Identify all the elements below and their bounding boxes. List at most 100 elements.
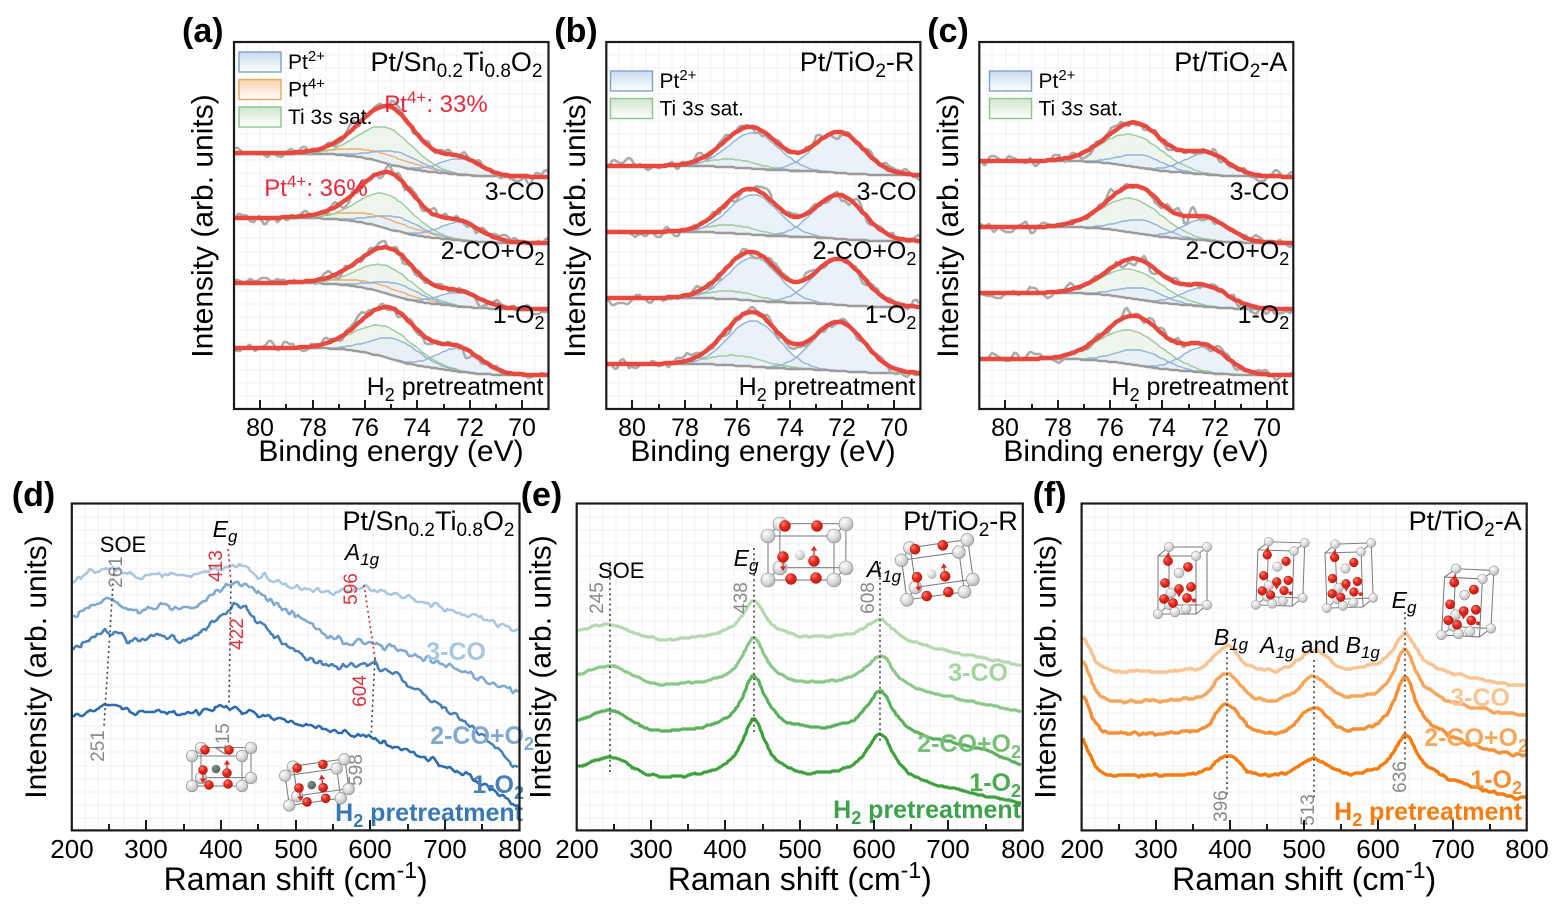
svg-text:H2 pretreatment: H2 pretreatment bbox=[739, 373, 916, 405]
svg-text:Ti 3s sat.: Ti 3s sat. bbox=[288, 106, 372, 129]
svg-text:Pt2+: Pt2+ bbox=[288, 48, 325, 74]
svg-text:Intensity (arb. units): Intensity (arb. units) bbox=[187, 94, 220, 357]
svg-text:700: 700 bbox=[926, 834, 969, 864]
svg-text:500: 500 bbox=[778, 834, 821, 864]
svg-text:70: 70 bbox=[880, 414, 908, 442]
svg-text:700: 700 bbox=[423, 834, 466, 864]
svg-text:H2 pretreatment: H2 pretreatment bbox=[335, 799, 524, 831]
svg-text:600: 600 bbox=[1356, 834, 1399, 864]
svg-text:(b): (b) bbox=[554, 12, 597, 50]
svg-text:Pt/Sn0.2Ti0.8O2: Pt/Sn0.2Ti0.8O2 bbox=[371, 47, 543, 82]
svg-text:70: 70 bbox=[1253, 414, 1281, 442]
svg-text:2-CO+O2: 2-CO+O2 bbox=[430, 722, 534, 754]
svg-text:72: 72 bbox=[1201, 414, 1229, 442]
svg-text:2-CO+O2: 2-CO+O2 bbox=[1424, 724, 1528, 756]
svg-text:Binding energy (eV): Binding energy (eV) bbox=[630, 435, 895, 468]
svg-text:300: 300 bbox=[124, 834, 167, 864]
svg-text:Pt4+: Pt4+ bbox=[288, 76, 325, 102]
svg-text:72: 72 bbox=[828, 414, 856, 442]
svg-text:(d): (d) bbox=[12, 476, 55, 514]
svg-text:Pt/TiO2-A: Pt/TiO2-A bbox=[1409, 506, 1522, 541]
svg-text:Pt/Sn0.2Ti0.8O2: Pt/Sn0.2Ti0.8O2 bbox=[343, 506, 515, 541]
svg-text:Intensity (arb. units): Intensity (arb. units) bbox=[1030, 535, 1063, 798]
svg-text:Raman shift (cm-1): Raman shift (cm-1) bbox=[668, 857, 932, 897]
svg-text:78: 78 bbox=[1044, 414, 1072, 442]
svg-text:200: 200 bbox=[1060, 834, 1103, 864]
svg-text:Pt/TiO2-A: Pt/TiO2-A bbox=[1174, 47, 1287, 82]
svg-text:413: 413 bbox=[206, 550, 227, 582]
svg-text:H2 pretreatment: H2 pretreatment bbox=[1112, 373, 1289, 405]
svg-text:H2 pretreatment: H2 pretreatment bbox=[833, 796, 1022, 828]
svg-text:600: 600 bbox=[852, 834, 895, 864]
svg-text:438: 438 bbox=[731, 582, 752, 614]
svg-text:2-CO+O2: 2-CO+O2 bbox=[813, 237, 917, 269]
svg-text:Ti 3s sat.: Ti 3s sat. bbox=[660, 98, 744, 121]
svg-text:1-O2: 1-O2 bbox=[1238, 301, 1290, 333]
svg-text:261: 261 bbox=[106, 556, 127, 588]
svg-text:78: 78 bbox=[671, 414, 699, 442]
svg-text:3-CO: 3-CO bbox=[485, 178, 545, 206]
svg-text:Eg: Eg bbox=[1392, 587, 1417, 617]
svg-text:76: 76 bbox=[723, 414, 751, 442]
svg-text:400: 400 bbox=[703, 834, 746, 864]
svg-text:SOE: SOE bbox=[598, 558, 644, 583]
svg-text:1-O2: 1-O2 bbox=[493, 301, 545, 333]
svg-text:(e): (e) bbox=[521, 476, 563, 514]
svg-text:Intensity (arb. units): Intensity (arb. units) bbox=[559, 94, 592, 357]
svg-text:2-CO+O2: 2-CO+O2 bbox=[441, 237, 545, 269]
svg-text:598: 598 bbox=[346, 754, 367, 786]
svg-text:1-O2: 1-O2 bbox=[969, 769, 1021, 801]
svg-text:200: 200 bbox=[555, 834, 598, 864]
svg-text:636: 636 bbox=[1390, 761, 1411, 793]
svg-text:700: 700 bbox=[1431, 834, 1474, 864]
svg-text:300: 300 bbox=[629, 834, 672, 864]
svg-text:A1g: A1g bbox=[865, 556, 902, 586]
svg-text:80: 80 bbox=[246, 414, 274, 442]
svg-text:Pt/TiO2-R: Pt/TiO2-R bbox=[903, 506, 1018, 541]
svg-text:500: 500 bbox=[1282, 834, 1325, 864]
svg-text:2-CO+O2: 2-CO+O2 bbox=[917, 730, 1021, 762]
svg-text:SOE: SOE bbox=[100, 532, 146, 557]
svg-text:Eg: Eg bbox=[734, 545, 759, 575]
svg-text:1-O2: 1-O2 bbox=[1470, 766, 1522, 798]
svg-text:600: 600 bbox=[348, 834, 391, 864]
svg-text:H2 pretreatment: H2 pretreatment bbox=[1334, 798, 1523, 830]
svg-text:3-CO: 3-CO bbox=[426, 638, 486, 666]
svg-text:(a): (a) bbox=[182, 12, 224, 50]
svg-text:H2 pretreatment: H2 pretreatment bbox=[367, 373, 544, 405]
svg-text:604: 604 bbox=[350, 675, 371, 707]
svg-text:Ti 3s sat.: Ti 3s sat. bbox=[1039, 98, 1123, 121]
svg-text:Binding energy (eV): Binding energy (eV) bbox=[1003, 435, 1268, 468]
svg-text:596: 596 bbox=[341, 573, 362, 605]
svg-text:422: 422 bbox=[227, 618, 248, 650]
svg-text:Intensity (arb. units): Intensity (arb. units) bbox=[932, 94, 965, 357]
svg-text:76: 76 bbox=[351, 414, 379, 442]
svg-text:A1g: A1g bbox=[343, 539, 380, 569]
svg-text:3-CO: 3-CO bbox=[1450, 684, 1510, 712]
svg-text:Raman shift (cm-1): Raman shift (cm-1) bbox=[164, 857, 428, 897]
svg-text:B1g: B1g bbox=[1214, 624, 1249, 654]
svg-text:Pt2+: Pt2+ bbox=[660, 67, 697, 93]
svg-text:245: 245 bbox=[587, 582, 608, 614]
svg-text:Pt/TiO2-R: Pt/TiO2-R bbox=[800, 47, 915, 82]
svg-text:Binding energy (eV): Binding energy (eV) bbox=[258, 435, 523, 468]
svg-text:200: 200 bbox=[50, 834, 93, 864]
svg-text:70: 70 bbox=[508, 414, 536, 442]
svg-text:800: 800 bbox=[1001, 834, 1044, 864]
svg-text:A1g and B1g: A1g and B1g bbox=[1258, 632, 1380, 662]
svg-text:3-CO: 3-CO bbox=[857, 178, 917, 206]
svg-text:251: 251 bbox=[88, 730, 109, 762]
svg-text:800: 800 bbox=[498, 834, 541, 864]
svg-text:74: 74 bbox=[1148, 414, 1176, 442]
svg-text:Pt4+: 36%: Pt4+: 36% bbox=[264, 172, 367, 202]
svg-text:513: 513 bbox=[1298, 794, 1319, 826]
svg-text:(c): (c) bbox=[927, 12, 969, 50]
svg-text:80: 80 bbox=[618, 414, 646, 442]
svg-text:396: 396 bbox=[1211, 790, 1232, 822]
svg-text:(f): (f) bbox=[1033, 476, 1067, 514]
svg-text:2-CO+O2: 2-CO+O2 bbox=[1186, 237, 1290, 269]
svg-text:3-CO: 3-CO bbox=[1230, 178, 1290, 206]
svg-text:Pt4+: 33%: Pt4+: 33% bbox=[384, 88, 487, 118]
svg-text:300: 300 bbox=[1134, 834, 1177, 864]
svg-text:500: 500 bbox=[274, 834, 317, 864]
